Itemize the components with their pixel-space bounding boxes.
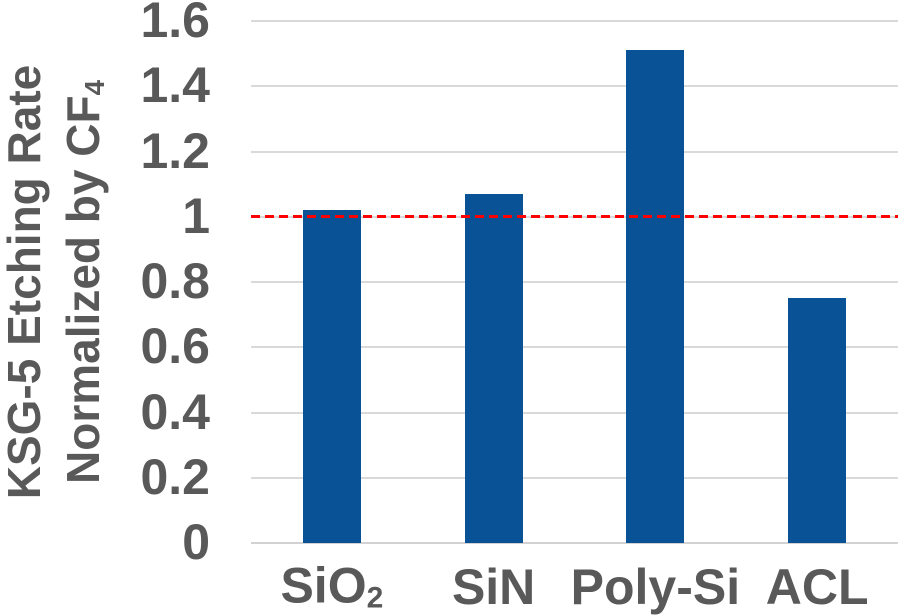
gridline xyxy=(251,281,898,283)
bar-SiN xyxy=(464,193,523,543)
gridline xyxy=(251,346,898,349)
gridline xyxy=(251,411,898,414)
x-axis-label-ACL: ACL xyxy=(765,559,869,615)
x-axis-line xyxy=(251,542,898,544)
gridline xyxy=(251,85,898,88)
y-tick-label: 0.6 xyxy=(140,318,210,375)
y-tick-label: 1 xyxy=(182,187,210,244)
y-tick-label: 0.2 xyxy=(140,448,210,505)
y-tick-label: 0.4 xyxy=(140,383,210,440)
gridline xyxy=(251,476,898,479)
y-tick-label: 1.6 xyxy=(140,0,210,48)
gridline xyxy=(251,20,898,22)
x-axis-label-SiN: SiN xyxy=(451,559,536,615)
gridline xyxy=(251,150,898,153)
reference-line xyxy=(251,215,898,219)
x-axis-label-SiO2: SiO2 xyxy=(280,557,384,615)
y-tick-label: 1.2 xyxy=(140,122,210,179)
y-tick-label: 0 xyxy=(182,514,210,570)
y-tick-label: 1.4 xyxy=(140,57,210,114)
plot-area xyxy=(251,20,898,544)
bar-SiO2 xyxy=(302,210,361,543)
x-axis-label-subscript: 2 xyxy=(366,581,384,615)
bar-Poly-Si xyxy=(626,50,685,543)
y-tick-label: 0.8 xyxy=(140,253,210,309)
bar-ACL xyxy=(788,298,847,543)
x-axis-label-Poly-Si: Poly-Si xyxy=(570,559,741,615)
